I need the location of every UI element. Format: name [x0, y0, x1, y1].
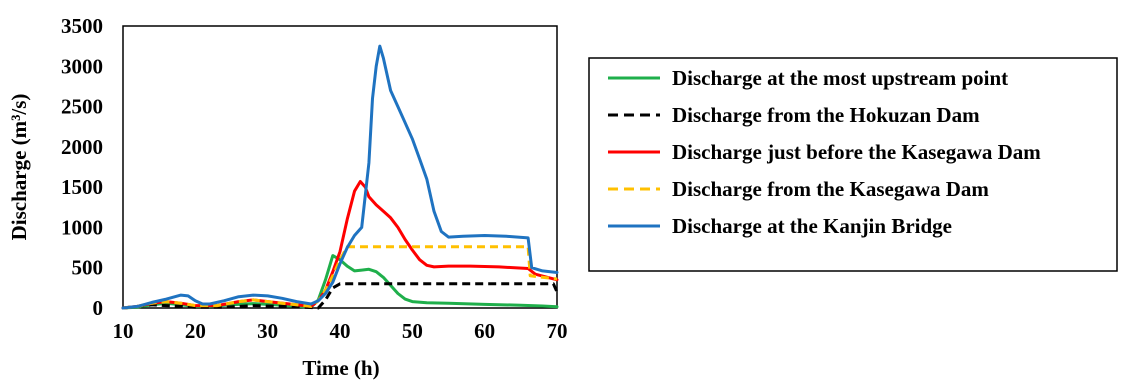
y-tick-label: 3500: [61, 14, 103, 38]
x-tick-label: 40: [330, 319, 351, 343]
plot-area: 0 500 1000 1500 2000 2500 3000 3500 10 20 30 40 50 6…: [61, 14, 568, 343]
x-tick-label: 20: [185, 319, 206, 343]
legend: Discharge at the most upstream point Disc…: [588, 57, 1118, 272]
x-tick-label: 60: [474, 319, 495, 343]
y-tick-label: 500: [72, 256, 104, 280]
legend-label-1: Discharge at the most upstream point: [672, 66, 1008, 90]
y-tick-label: 3000: [61, 54, 103, 78]
y-axis-title: Discharge (m³/s): [7, 94, 31, 241]
legend-label-5: Discharge at the Kanjin Bridge: [672, 214, 952, 238]
y-tick-label: 2500: [61, 95, 103, 119]
x-tick-label: 30: [257, 319, 278, 343]
legend-label-4: Discharge from the Kasegawa Dam: [672, 177, 989, 201]
legend-label-2: Discharge from the Hokuzan Dam: [672, 103, 980, 127]
x-tick-label: 50: [402, 319, 423, 343]
series-lines: [121, 44, 559, 310]
series-line-2: [122, 282, 559, 310]
y-tick-label: 1500: [61, 175, 103, 199]
y-axis-ticks: 0 500 1000 1500 2000 2500 3000 3500: [61, 14, 103, 320]
x-axis-title: Time (h): [302, 356, 379, 380]
legend-items: Discharge at the most upstream point Disc…: [608, 66, 1041, 238]
legend-label-3: Discharge just before the Kasegawa Dam: [672, 140, 1041, 164]
series-line-5: [121, 44, 559, 310]
y-tick-label: 2000: [61, 135, 103, 159]
x-tick-label: 10: [113, 319, 134, 343]
y-tick-label: 0: [93, 296, 104, 320]
x-axis-ticks: 10 20 30 40 50 60 70: [113, 319, 568, 343]
legend-frame: [588, 57, 1118, 272]
y-tick-label: 1000: [61, 215, 103, 239]
x-tick-label: 70: [547, 319, 568, 343]
